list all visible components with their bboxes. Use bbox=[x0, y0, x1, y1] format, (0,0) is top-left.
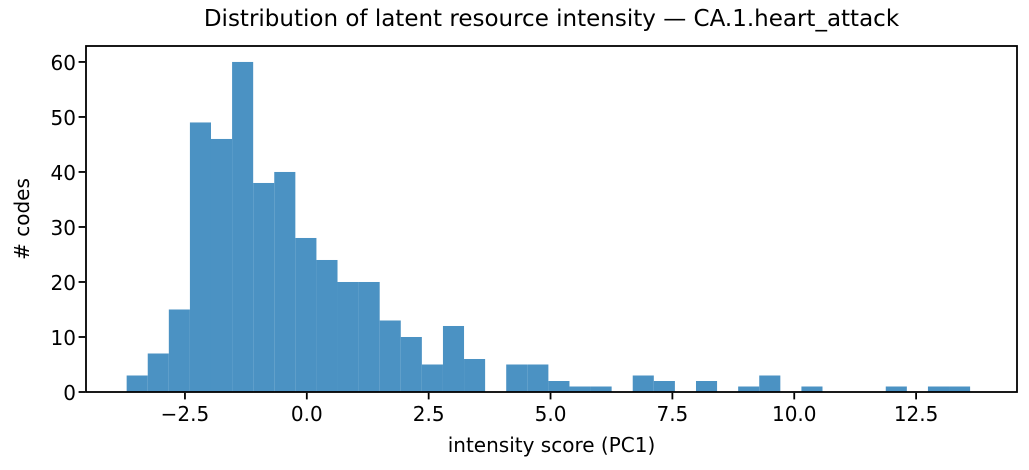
y-tick-label: 60 bbox=[50, 50, 76, 75]
x-tick-label: −2.5 bbox=[160, 402, 210, 426]
y-tick-label: 40 bbox=[50, 160, 76, 185]
histogram-bar bbox=[590, 386, 612, 392]
histogram-bar bbox=[738, 386, 760, 392]
histogram-bar bbox=[506, 364, 528, 392]
histogram-bar bbox=[189, 122, 211, 392]
chart-title: Distribution of latent resource intensit… bbox=[203, 6, 900, 32]
histogram-bar bbox=[527, 364, 549, 392]
y-tick-label: 30 bbox=[50, 215, 76, 240]
histogram-bar bbox=[885, 386, 907, 392]
y-tick-label: 10 bbox=[50, 325, 76, 350]
histogram-bar bbox=[632, 375, 654, 392]
histogram-bar bbox=[464, 358, 486, 392]
histogram-bar bbox=[274, 171, 296, 392]
histogram-bar bbox=[421, 364, 443, 392]
x-tick-label: 12.5 bbox=[893, 402, 939, 426]
x-axis-label: intensity score (PC1) bbox=[447, 433, 656, 457]
histogram-bar bbox=[337, 281, 359, 392]
y-tick-label: 50 bbox=[50, 105, 76, 130]
histogram-bar bbox=[949, 386, 971, 392]
histogram-bar bbox=[168, 309, 190, 392]
histogram-bar bbox=[927, 386, 950, 392]
histogram-bar bbox=[316, 259, 338, 392]
histogram-bar bbox=[379, 320, 401, 392]
x-tick-label: 5.0 bbox=[534, 402, 567, 426]
histogram-bar bbox=[358, 281, 380, 392]
x-tick-label: 2.5 bbox=[412, 402, 445, 426]
histogram-bar bbox=[569, 386, 591, 392]
histogram-bar bbox=[210, 138, 233, 392]
histogram-bar bbox=[253, 182, 275, 392]
histogram-bar bbox=[147, 353, 169, 392]
axes-frame bbox=[85, 45, 1018, 393]
x-tick-label: 0.0 bbox=[290, 402, 323, 426]
histogram-bar bbox=[801, 386, 823, 392]
x-tick-label: 10.0 bbox=[771, 402, 817, 426]
histogram-bar bbox=[126, 375, 148, 392]
histogram-bar bbox=[548, 380, 570, 392]
x-tick-label: 7.5 bbox=[656, 402, 689, 426]
histogram-bar bbox=[759, 375, 781, 392]
histogram-bar bbox=[442, 325, 465, 392]
y-tick-label: 20 bbox=[50, 270, 76, 295]
histogram-bar bbox=[653, 380, 675, 392]
y-tick-label: 0 bbox=[63, 381, 76, 405]
histogram-bar bbox=[232, 61, 254, 393]
histogram-bar bbox=[695, 380, 718, 392]
histogram-bar bbox=[400, 336, 422, 392]
histogram-bar bbox=[295, 237, 317, 392]
